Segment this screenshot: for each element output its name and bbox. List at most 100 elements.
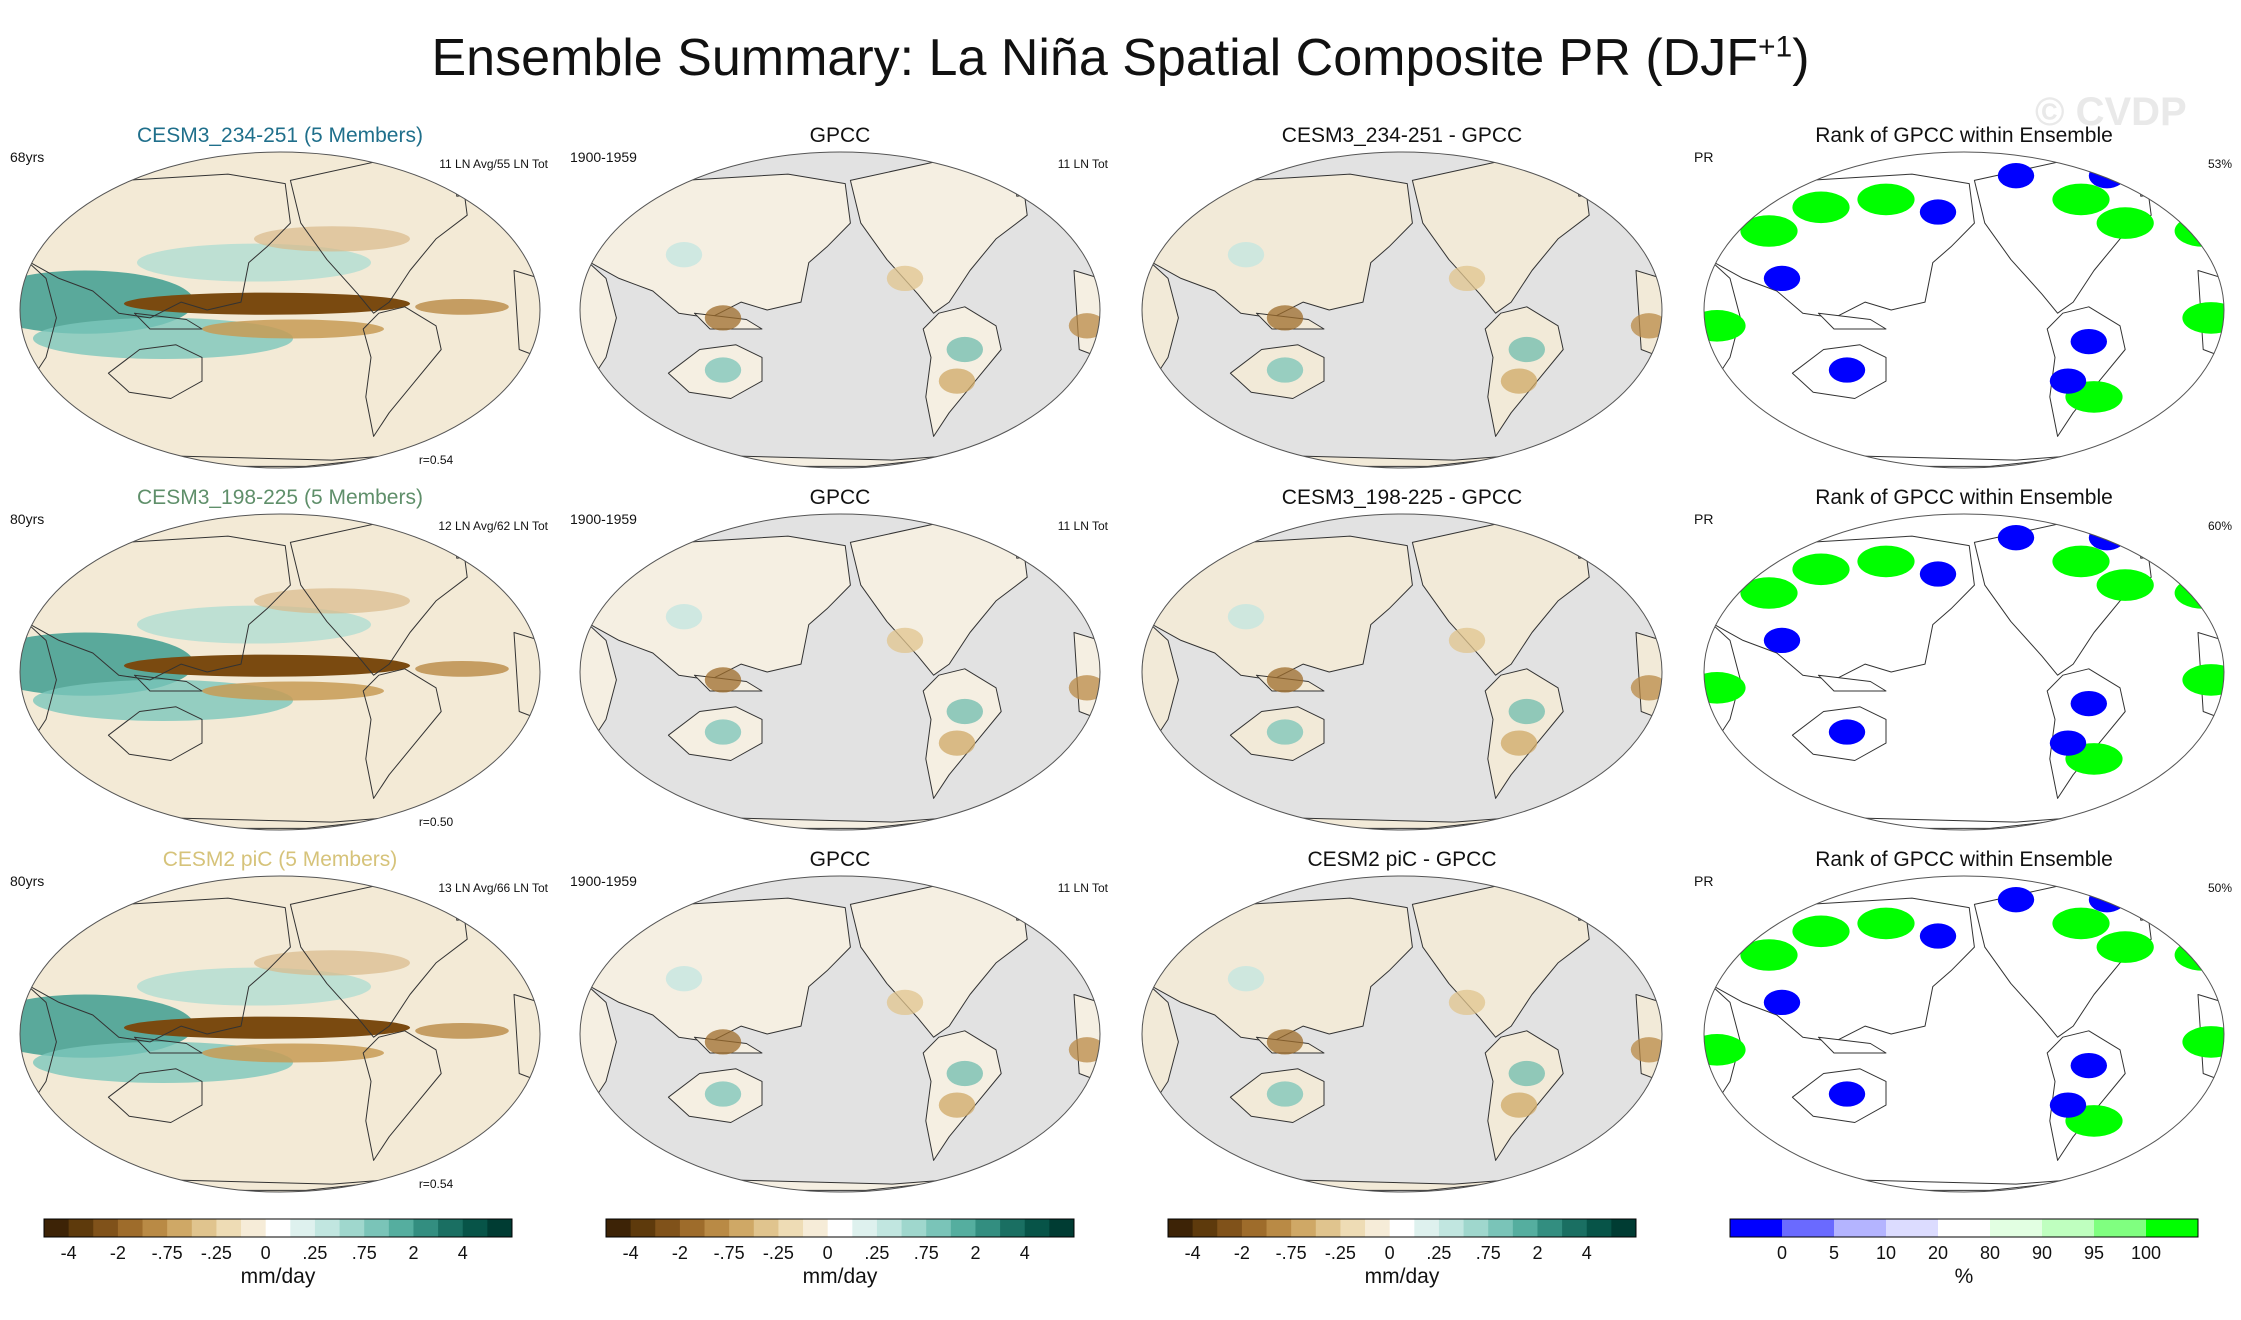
map-field [20, 514, 540, 830]
land-anomaly-blob [704, 719, 742, 745]
rank-high-patch [1857, 545, 1915, 578]
colorbar-tick-label: -.25 [201, 1243, 232, 1263]
colorbar-2: -4 -2 -.75 -.25 0 .25 .75 2 4 mm/day [605, 1218, 1075, 1288]
land-asia [1146, 535, 1413, 681]
rank-low-patch [1828, 357, 1866, 383]
map-outline [19, 875, 541, 1193]
colorbar-swatch [606, 1219, 632, 1237]
rank-high-patch [1792, 553, 1850, 586]
land-anomaly-blob [704, 667, 742, 693]
map-outline [1141, 875, 1663, 1193]
colorbar-tick-label: 0 [1385, 1243, 1395, 1263]
land-greenland [1011, 881, 1065, 921]
colorbar-tick-label: -.75 [152, 1243, 183, 1263]
map-outline [579, 151, 1101, 469]
map-outline [1703, 875, 2225, 1193]
land-greenland [2135, 881, 2189, 921]
rank-low-patch [2049, 1092, 2087, 1118]
panel-right-label: 60% [2208, 519, 2232, 533]
rank-low-patch [2088, 163, 2126, 189]
land-anomaly-blob [1068, 675, 1100, 701]
rank-low-patch [1997, 887, 2035, 913]
land-africa [1142, 978, 1179, 1106]
colorbar-swatch [901, 1219, 927, 1237]
colorbar-swatch [1000, 1219, 1026, 1237]
rank-high-patch [1792, 915, 1850, 948]
land-anomaly-blob [886, 989, 924, 1016]
land-anomaly-blob [1227, 604, 1265, 630]
rank-low-patch [2070, 690, 2107, 717]
colorbar-tick-label: 2 [970, 1243, 980, 1263]
colorbar-swatch [852, 1219, 878, 1237]
land-indonesia [133, 1036, 203, 1054]
map-panel-ensemble-2: CESM3_198-225 (5 Members) 80yrs 12 LN Avg/… [10, 486, 549, 831]
map-panel-rank-1: Rank of GPCC within Ensemble PR 53% [1694, 124, 2232, 469]
colorbar-swatch [1834, 1219, 1887, 1237]
land-anomaly-blob [946, 698, 983, 725]
field-dry-south [202, 1043, 384, 1063]
figure-title: Ensemble Summary: La Niña Spatial Compos… [0, 28, 2241, 88]
colorbar-swatch [191, 1219, 217, 1237]
colorbar-swatch [68, 1219, 94, 1237]
colorbar-tick-label: -2 [110, 1243, 126, 1263]
colorbar-swatch [1168, 1219, 1194, 1237]
panel-right-label: 11 LN Tot [1058, 519, 1109, 533]
land-anomaly-blob [1630, 313, 1662, 339]
map-outline [579, 875, 1101, 1193]
panel-correlation: r=0.54 [419, 1177, 454, 1191]
colorbar-unit: mm/day [803, 1265, 878, 1288]
land-asia [1146, 173, 1413, 319]
colorbar-tick-label: 95 [2084, 1243, 2104, 1263]
land-asia [584, 173, 851, 319]
map-outline [1703, 513, 2225, 831]
panel-left-label: 1900-1959 [570, 873, 637, 889]
land-africa [1142, 616, 1179, 744]
colorbar-swatch [729, 1219, 755, 1237]
colorbar-swatch [216, 1219, 242, 1237]
panel-left-label: 1900-1959 [570, 149, 637, 165]
colorbar-unit: % [1955, 1265, 1974, 1288]
map-outline [1141, 513, 1663, 831]
rank-low-patch [1919, 199, 1957, 225]
panel-left-label: 80yrs [10, 511, 44, 527]
colorbar-tick-label: 2 [408, 1243, 418, 1263]
colorbar-tick-label: .75 [1476, 1243, 1501, 1263]
field-wet-anomaly-north [137, 243, 371, 282]
panel-right-label: 12 LN Avg/62 LN Tot [438, 519, 548, 533]
rank-high-patch [1740, 577, 1798, 609]
land-greenland [1573, 519, 1627, 559]
colorbar-swatch [314, 1219, 341, 1237]
colorbar-tick-label: .25 [302, 1243, 327, 1263]
colorbar-swatch [1730, 1219, 1783, 1237]
panel-title: CESM3_198-225 - GPCC [1282, 486, 1522, 509]
colorbar-swatch [803, 1219, 829, 1237]
colorbar-frame [605, 1218, 1075, 1238]
panel-grid: CESM3_234-251 (5 Members) 68yrs 11 LN Avg/… [10, 124, 2232, 1193]
colorbar-swatch [44, 1219, 70, 1237]
rank-low-patch [1919, 561, 1957, 587]
land-samerica [362, 668, 442, 799]
rank-low-patch [2070, 328, 2107, 355]
colorbar-swatch [975, 1219, 1001, 1237]
map-field [20, 152, 540, 468]
colorbar-swatch [950, 1219, 976, 1237]
rank-low-patch [2049, 368, 2087, 394]
colorbar-tick-label: 0 [823, 1243, 833, 1263]
land-anomaly-blob [1508, 336, 1546, 363]
rank-low-patch [2049, 730, 2087, 756]
map-outline [579, 513, 1101, 831]
land-anomaly-blob [1448, 989, 1486, 1016]
panel-correlation: r=0.54 [419, 453, 454, 467]
colorbar-swatch [462, 1219, 488, 1237]
field-dry-tongue [124, 1016, 410, 1039]
colorbar-tick-label: 4 [458, 1243, 468, 1263]
colorbar-swatch [364, 1219, 390, 1237]
colorbar-swatch [1414, 1219, 1440, 1237]
panel-title: Rank of GPCC within Ensemble [1815, 124, 2113, 147]
rank-high-patch [2096, 207, 2154, 239]
map-field [1142, 519, 1662, 829]
colorbar-unit: mm/day [241, 1265, 316, 1288]
colorbar-frame [1167, 1218, 1637, 1238]
colorbar-swatch [1217, 1219, 1243, 1237]
colorbar-swatch [117, 1219, 144, 1237]
